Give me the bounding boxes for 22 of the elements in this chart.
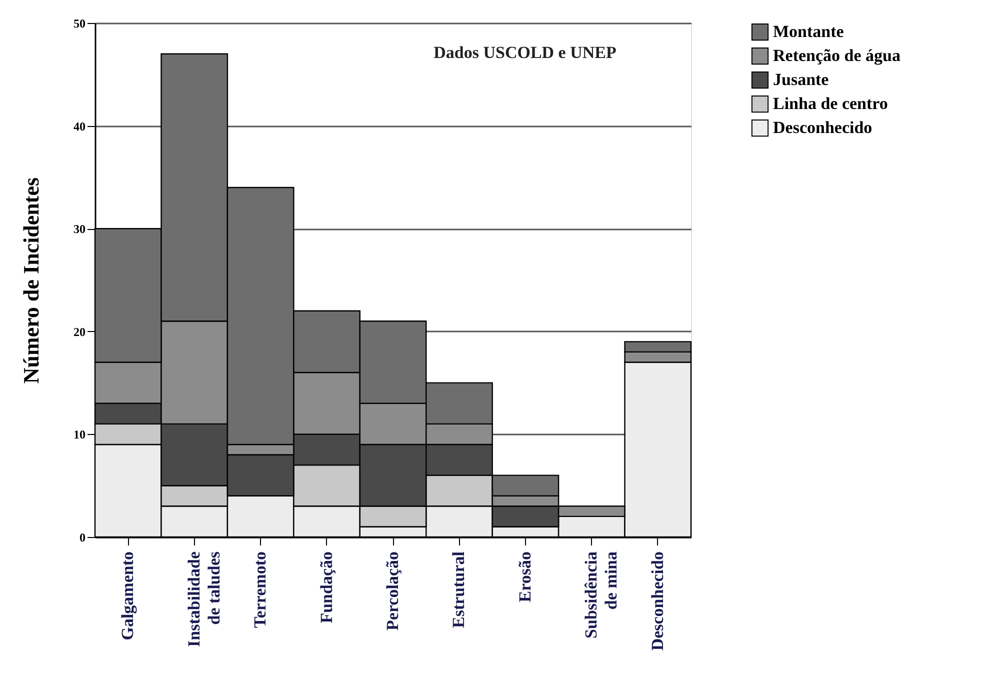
y-tick-label: 50 [74, 16, 86, 30]
x-tick-label: Percolação [383, 552, 402, 630]
y-axis-title: Número de Incidentes [18, 176, 44, 384]
x-tick-label: Fundação [316, 552, 336, 624]
x-tick-label: Terremoto [250, 552, 270, 628]
x-tick-label: Desconhecido [648, 552, 667, 651]
y-tick-label: 10 [74, 428, 86, 442]
x-tick-label: Galgamento [118, 552, 138, 640]
x-tick-label: Erosão [515, 552, 534, 602]
legend-label: Retenção de água [773, 46, 901, 65]
x-tick-label: Instabilidade de taludes [184, 551, 224, 647]
annotation: Dados USCOLD e UNEP [434, 43, 616, 62]
legend-label: Desconhecido [773, 118, 872, 137]
x-tick-label: Estrutural [449, 551, 468, 628]
y-tick-label: 20 [74, 324, 86, 339]
x-tick-label: Subsidência de mina [582, 551, 621, 638]
legend-label: Linha de centro [773, 94, 888, 113]
y-tick-label: 30 [74, 222, 86, 236]
y-tick-label: 40 [74, 119, 86, 134]
legend-label: Montante [773, 22, 844, 41]
legend-label: Jusante [773, 70, 830, 89]
y-tick-label: 0 [80, 530, 86, 544]
